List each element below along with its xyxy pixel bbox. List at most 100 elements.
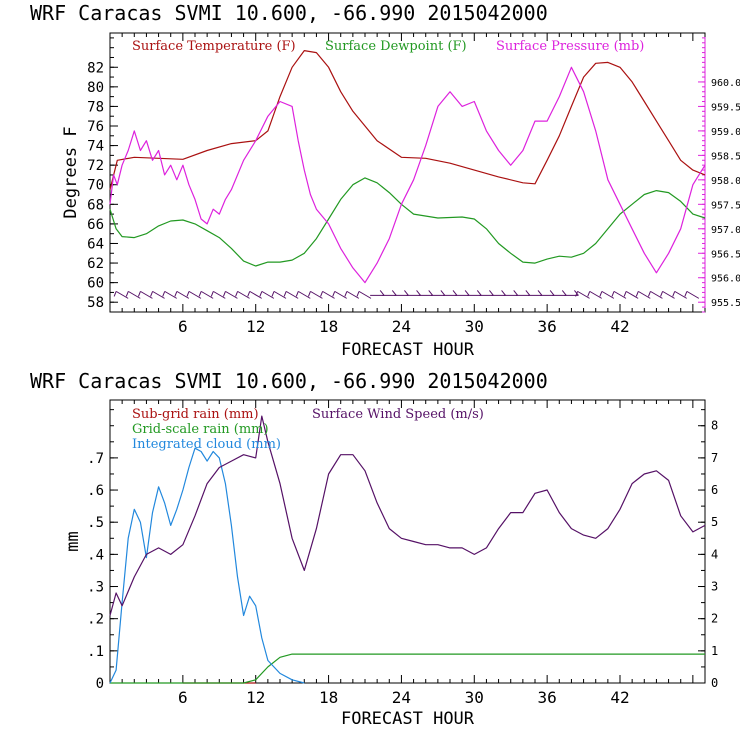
wind-barb-staff [310,290,323,299]
wind-barb [137,290,153,299]
wind-barb-staff [285,290,299,299]
wind-barb-staff [638,290,651,299]
wind-barb [623,290,639,299]
wind-barb [332,290,347,299]
wind-barb-flag [561,290,567,296]
legend-entry: Surface Temperature (F) [132,39,296,54]
wind-barb-flag [537,290,543,296]
wind-barb-flag [549,290,555,296]
wind-barb [635,290,651,299]
wind-barb [672,290,687,299]
x-tick-label: 30 [465,317,484,336]
wind-barb-flag [575,291,579,297]
y-tick-label: 78 [87,99,104,115]
legend-entry: Integrated cloud (mm) [132,437,281,452]
wind-barb [430,290,446,296]
wind-barb-staff [140,290,153,299]
wind-barbs [113,290,700,299]
wind-barb-flag [174,291,178,297]
wind-barb-flag [428,290,434,296]
wind-barb-staff [176,290,190,299]
wind-barb [418,290,434,296]
wind-barb [320,290,335,299]
y-tick-label: 66 [87,217,104,233]
wind-barb [599,290,615,299]
legend-entry: Sub-grid rain (mm) [132,407,259,422]
x-tick-label: 42 [610,688,629,707]
integrated-cloud-mm-line [109,447,305,684]
wind-barb [491,290,506,296]
wind-barb-flag [150,291,154,297]
wind-barb-flag [137,291,141,297]
y-axis-label: Degrees F [61,126,81,218]
y-tick-label: .7 [87,451,104,467]
wind-barb-staff [249,290,262,299]
wind-barb [344,290,360,299]
y2-tick-label: 956.0 [711,274,740,285]
wind-barb-staff [188,290,202,299]
wind-barb-flag [283,291,287,297]
y2-tick-label: 5 [711,515,718,529]
wind-barb-flag [513,290,519,296]
y-tick-label: 62 [87,256,104,272]
wind-barb-staff [662,290,675,299]
wind-barb-flag [440,290,446,296]
wind-barb-flag [672,291,676,297]
wind-barb-staff [152,290,165,299]
y-tick-label: .3 [87,580,104,596]
wind-barb-flag [416,290,421,296]
y2-tick-label: 960.0 [711,78,740,89]
wind-barb [113,290,129,299]
wind-barb [356,290,372,299]
y2-tick-label: 6 [711,483,718,497]
surface-pressure-mb-line [109,66,706,284]
y2-tick-label: 8 [711,419,718,433]
wind-barb [503,290,519,296]
wind-barb [295,290,311,299]
y2-tick-label: 3 [711,580,718,594]
legend-entry: Surface Dewpoint (F) [325,39,467,54]
wind-barb-staff [322,290,335,299]
surface-dewpoint-f-line [109,177,706,267]
y-tick-label: 0 [96,676,104,692]
wind-barb-staff [225,290,238,299]
y-axis-label: mm [63,531,83,551]
x-tick-label: 18 [319,688,338,707]
wind-barb-staff [686,290,700,299]
plot-frame [109,32,706,313]
wind-barb-flag [660,291,664,297]
y2-tick-label: 4 [711,547,718,561]
y-tick-label: .5 [87,515,104,531]
y2-tick-label: 957.5 [711,200,740,211]
wind-barb-staff [674,290,687,299]
wind-barb-staff [200,290,214,299]
wind-barb-flag [344,291,348,297]
y2-tick-label: 959.5 [711,102,740,113]
wind-barb [611,290,627,299]
wind-barb [150,290,165,299]
wind-barb-flag [332,291,336,297]
wind-barb-staff [334,290,347,299]
wind-barb-flag [210,291,214,297]
chart-header: WRF Caracas SVMI 10.600, -66.990 2015042… [30,369,548,393]
wind-barb [307,290,323,299]
x-tick-label: 6 [178,688,188,707]
wind-barb-staff [650,290,663,299]
wind-barb-flag [247,291,251,297]
wind-barb-staff [346,290,360,299]
wind-barb-flag [574,290,579,296]
wind-barb-flag [501,290,506,296]
wind-barb-staff [273,290,287,299]
chart-header: WRF Caracas SVMI 10.600, -66.990 2015042… [30,1,548,25]
wind-barb-flag [391,290,397,296]
y-tick-label: .1 [87,644,104,660]
y-tick-label: .4 [87,547,104,563]
surface-wind-speed-m-s-line [109,415,706,616]
wind-barb-flag [271,291,275,297]
wind-barb [479,290,494,296]
y-tick-label: 64 [87,236,104,252]
wind-barb-staff [115,290,129,299]
wind-barb [186,290,202,299]
wind-barb-flag [404,290,409,296]
y-tick-label: .6 [87,483,104,499]
